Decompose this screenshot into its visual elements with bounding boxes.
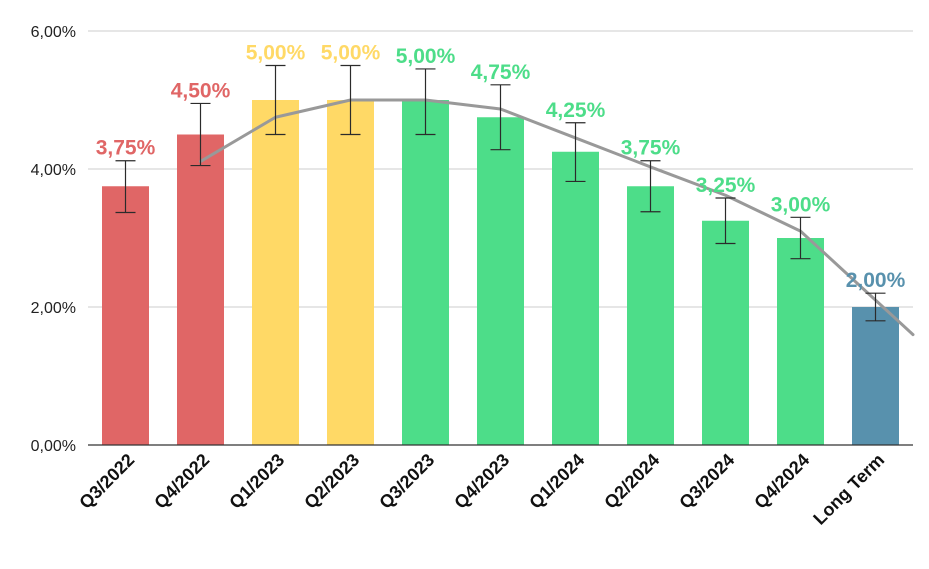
- error-bar: [865, 292, 886, 322]
- x-tick-label: Q4/2024: [750, 450, 813, 513]
- bar: [402, 100, 449, 445]
- data-label: 3,25%: [696, 174, 756, 197]
- x-tick-label: Long Term: [809, 450, 888, 529]
- error-bar: [265, 64, 286, 136]
- x-tick-label: Q3/2024: [675, 450, 738, 513]
- bar: [477, 117, 524, 445]
- y-tick-label: 6,00%: [31, 24, 76, 41]
- bar: [627, 186, 674, 445]
- x-tick-label: Q3/2022: [75, 450, 138, 513]
- x-tick-label: Q2/2024: [600, 450, 663, 513]
- data-label: 3,75%: [96, 137, 156, 160]
- bar: [852, 307, 899, 445]
- data-labels: 3,75% 4,50% 5,00% 5,00% 5,00% 4,75% 4,25% 3,75%…: [96, 42, 906, 293]
- x-tick-label: Q1/2023: [225, 450, 288, 513]
- bar: [177, 134, 224, 445]
- error-bar: [415, 68, 436, 136]
- error-bar: [490, 84, 511, 151]
- data-label: 5,00%: [246, 42, 306, 65]
- x-tick-label: Q2/2023: [300, 450, 363, 513]
- x-axis-ticks: Q3/2022 Q4/2022 Q1/2023 Q2/2023 Q3/2023 Q4/20…: [75, 450, 888, 529]
- error-bar: [565, 122, 586, 183]
- error-bar: [340, 64, 361, 136]
- error-bar: [640, 160, 661, 213]
- y-tick-label: 2,00%: [31, 300, 76, 317]
- y-tick-label: 4,00%: [31, 162, 76, 179]
- y-tick-label: 0,00%: [31, 438, 76, 455]
- bar: [252, 100, 299, 445]
- error-bars: [115, 64, 886, 322]
- y-axis-ticks: 0,00% 2,00% 4,00% 6,00%: [31, 24, 76, 455]
- data-label: 4,50%: [171, 79, 231, 102]
- data-label: 4,75%: [471, 61, 531, 84]
- data-label: 3,00%: [771, 193, 831, 216]
- data-label: 5,00%: [396, 45, 456, 68]
- x-tick-label: Q4/2022: [150, 450, 213, 513]
- error-bar: [115, 160, 136, 214]
- error-bar: [190, 102, 211, 167]
- bar: [777, 238, 824, 445]
- error-bar: [790, 216, 811, 260]
- bar: [702, 220, 749, 445]
- error-bar: [715, 197, 736, 245]
- x-tick-label: Q4/2023: [450, 450, 513, 513]
- bar: [327, 100, 374, 445]
- data-label: 3,75%: [621, 137, 681, 160]
- data-label: 5,00%: [321, 42, 381, 65]
- bar: [552, 151, 599, 445]
- bars: [102, 100, 899, 445]
- data-label: 4,25%: [546, 99, 606, 122]
- x-tick-label: Q1/2024: [525, 450, 588, 513]
- bar: [102, 186, 149, 445]
- x-tick-label: Q3/2023: [375, 450, 438, 513]
- data-label: 2,00%: [846, 269, 906, 292]
